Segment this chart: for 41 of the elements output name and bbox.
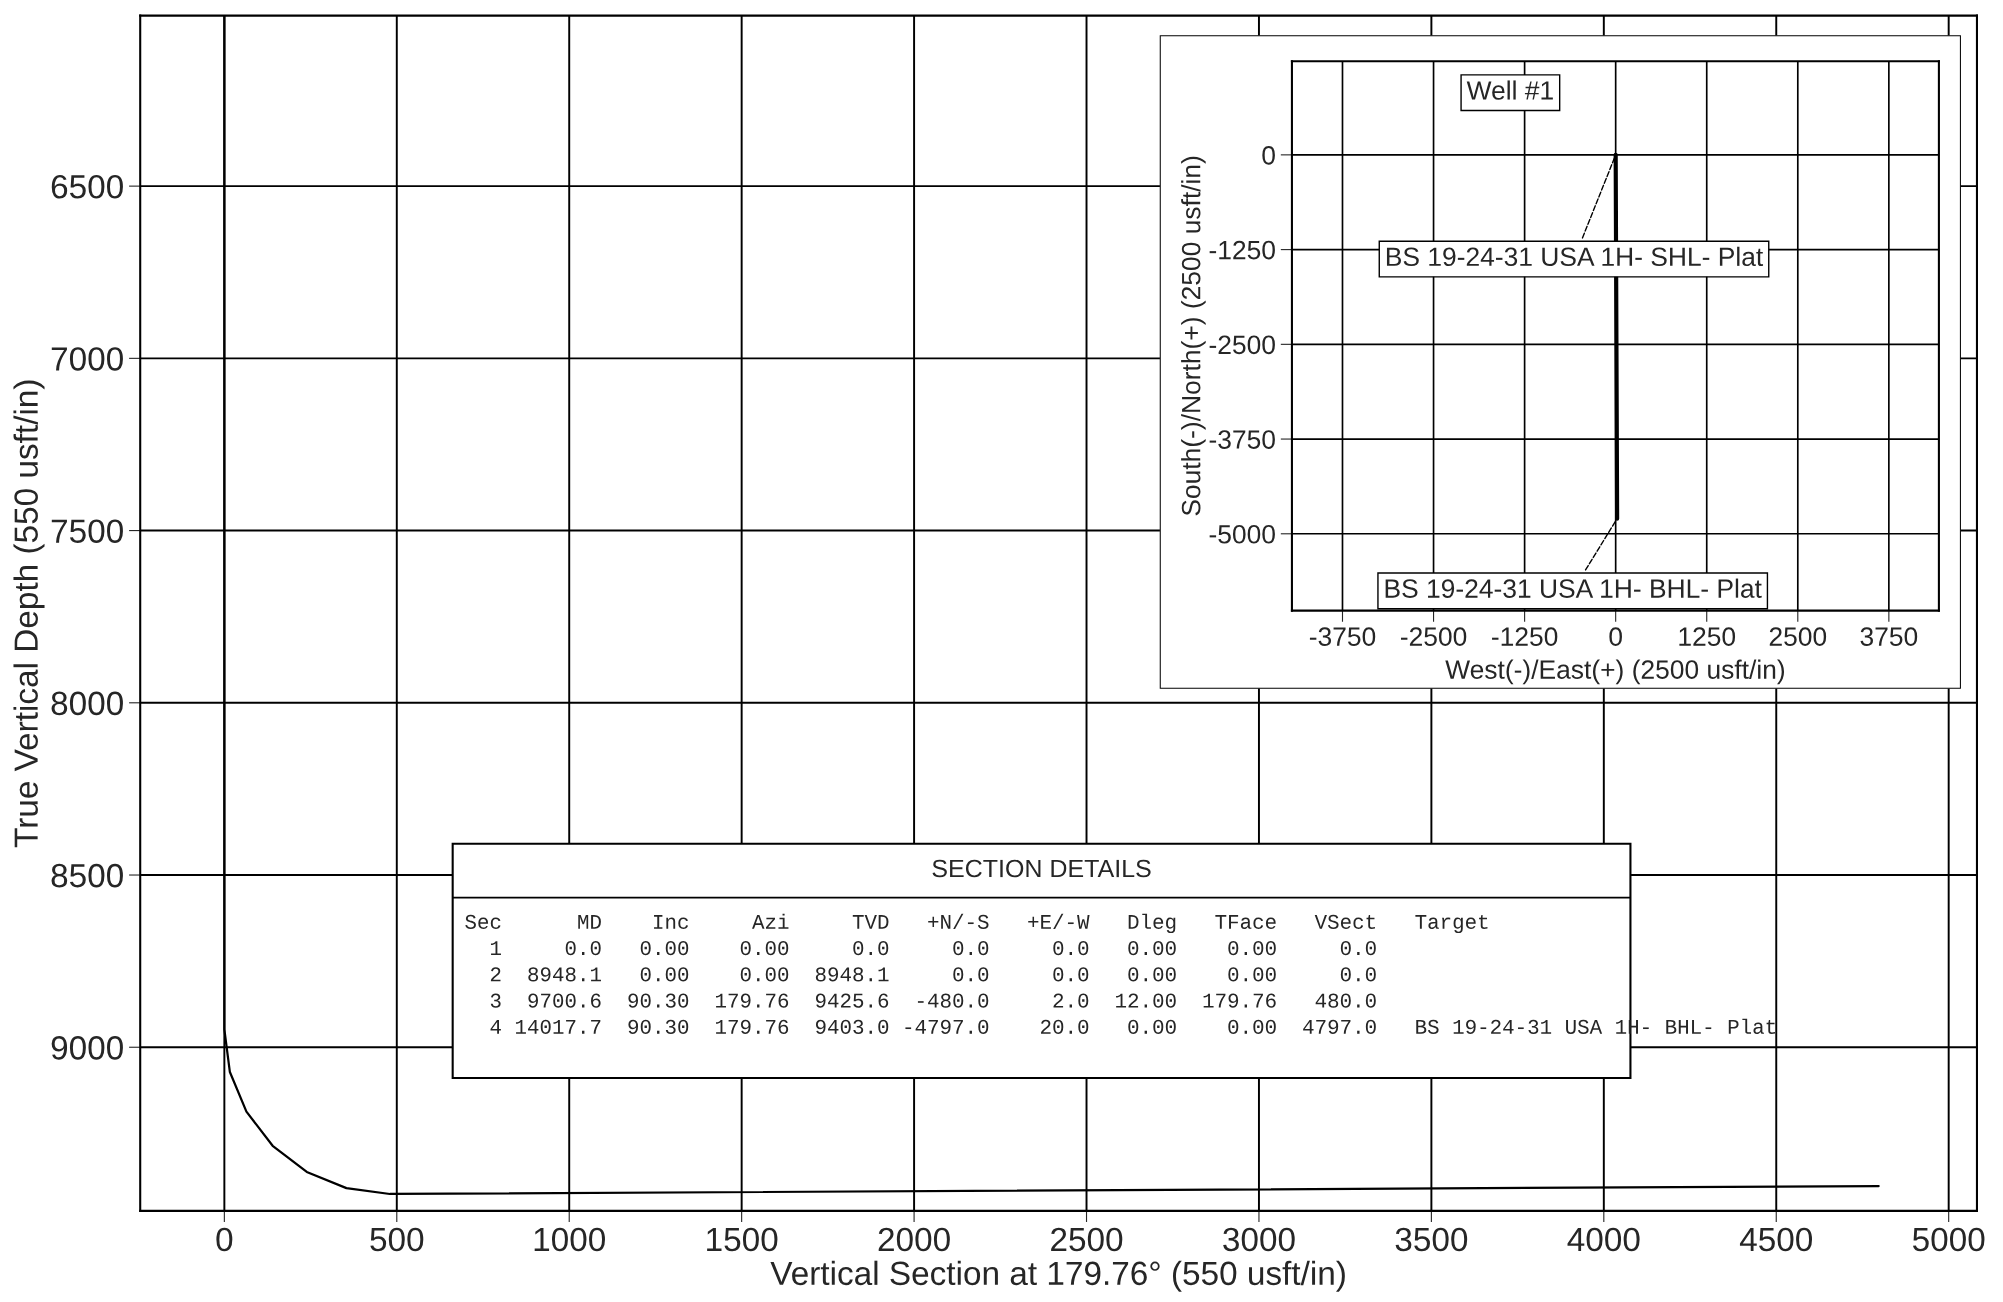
x-tick-label: 0 <box>216 1227 233 1252</box>
x-tick-label: 3750 <box>1860 627 1918 646</box>
annotation: Sec MD Inc Azi TVD +N/-S +E/-W Dleg TFace VSect Target <box>465 913 1488 934</box>
y-tick-label: -5000 <box>1209 524 1275 544</box>
x-tick-label: 500 <box>370 1227 424 1252</box>
x-tick-label: 2500 <box>1769 627 1827 646</box>
x-tick-label: 4000 <box>1567 1227 1640 1252</box>
y-tick-label: 9000 <box>51 1036 123 1060</box>
x-tick-label: 2500 <box>1051 1227 1123 1252</box>
y-axis-title: True Vertical Depth (550 usft/in) <box>13 380 45 848</box>
annotation: BS 19-24-31 USA 1H- BHL- Plat <box>1385 578 1762 598</box>
x-tick-label: 3000 <box>1223 1227 1295 1252</box>
x-tick-label: -1250 <box>1492 627 1558 646</box>
x-tick-label: 1000 <box>534 1227 605 1252</box>
y-tick-label: 7000 <box>51 347 123 371</box>
x-axis-title: West(-)/East(+) (2500 usft/in) <box>1445 659 1785 685</box>
y-tick-label: -3750 <box>1209 430 1275 449</box>
annotation: 2 8948.1 0.00 0.00 8948.1 0.0 0.0 0.00 0.00 0.0 <box>490 967 1376 982</box>
y-tick-label: 0 <box>1262 146 1275 165</box>
x-tick-label: 3500 <box>1395 1227 1468 1252</box>
y-tick-label: 8500 <box>51 863 123 888</box>
y-tick-label: 8000 <box>51 691 123 716</box>
y-tick-label: 7500 <box>51 519 123 543</box>
y-tick-label: 6500 <box>51 174 123 199</box>
text: SECTION DETAILS <box>932 859 1151 878</box>
annotation: BS 19-24-31 USA 1H- SHL- Plat <box>1386 246 1764 267</box>
y-tick-label: -2500 <box>1209 335 1275 355</box>
x-tick-label: 1250 <box>1679 627 1736 646</box>
x-tick-label: 4500 <box>1739 1227 1813 1252</box>
y-axis-title: South(-)/North(+) (2500 usft/in) <box>1181 156 1206 516</box>
y-tick-label: -1250 <box>1209 240 1275 260</box>
x-tick-label: 5000 <box>1912 1227 1985 1252</box>
annotation: 1 0.0 0.00 0.00 0.0 0.0 0.0 0.00 0.00 0.0 <box>490 941 1376 956</box>
x-tick-label: 2000 <box>878 1227 950 1252</box>
annotation: 3 9700.6 90.30 179.76 9425.6 -480.0 2.0 12.00 179.76 480.0 <box>490 993 1376 1008</box>
text: Well #1 <box>1466 80 1553 100</box>
x-tick-label: -3750 <box>1309 627 1376 646</box>
x-tick-label: -2500 <box>1400 627 1467 646</box>
x-axis-title: Vertical Section at 179.76° (550 usft/in) <box>770 1260 1345 1292</box>
x-tick-label: 1500 <box>707 1227 778 1252</box>
x-tick-label: 0 <box>1609 627 1622 646</box>
